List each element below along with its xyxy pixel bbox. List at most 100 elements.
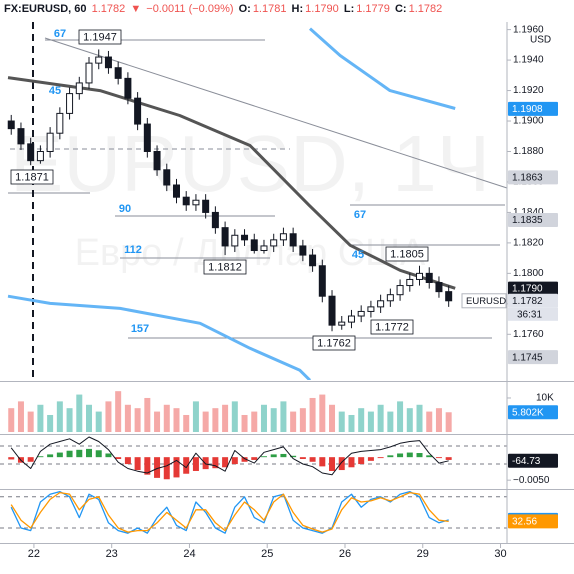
panel	[8, 391, 452, 432]
candle-body	[231, 234, 239, 247]
y-tick-label: 1.1920	[513, 85, 544, 96]
price-tag-bg	[508, 101, 558, 116]
volume-bar	[319, 394, 326, 432]
fib-label: 90	[119, 203, 131, 215]
candle-body	[36, 150, 44, 162]
volume-bar	[426, 411, 433, 432]
x-tick-label: 30	[494, 548, 506, 560]
fib-label: 67	[354, 209, 366, 221]
histogram-bar	[280, 453, 287, 458]
candle-body	[134, 97, 142, 125]
candle-body	[56, 112, 64, 134]
volume-bar	[56, 401, 63, 432]
x-tick-label: 23	[106, 548, 118, 560]
candle-body	[250, 239, 258, 252]
candle-body	[396, 285, 404, 296]
histogram-bar	[299, 457, 306, 460]
candle-body	[163, 169, 171, 186]
candle-body	[7, 120, 15, 130]
candle-body	[27, 143, 35, 162]
candle-body	[318, 265, 326, 297]
price-label-box	[370, 319, 414, 335]
volume-bar	[144, 397, 151, 432]
histogram-bar	[241, 457, 248, 462]
y-tick-label: 1.1880	[513, 146, 544, 157]
candle-body	[338, 321, 346, 326]
volume-bar	[173, 408, 180, 432]
histogram-bar	[183, 457, 190, 474]
oscillator-tag-bg	[508, 453, 558, 468]
trend-line	[44, 37, 508, 189]
countdown-bg	[508, 307, 558, 321]
candle-body	[202, 199, 210, 213]
volume-bar	[406, 408, 413, 432]
candle-body	[66, 93, 74, 114]
histogram-bar	[86, 448, 93, 458]
candle-body	[406, 278, 414, 287]
histogram-bar	[47, 454, 54, 458]
axis-unit: USD	[530, 35, 551, 46]
candle-body	[357, 310, 365, 317]
candle-body	[445, 291, 453, 302]
volume-bar	[17, 401, 24, 432]
histogram-bar	[173, 457, 180, 478]
volume-bar	[115, 391, 122, 432]
volume-bar	[202, 411, 209, 432]
x-tick-label: 29	[417, 548, 429, 560]
histogram-bar	[27, 457, 34, 462]
candle-body	[425, 272, 433, 284]
volume-bar	[105, 401, 112, 432]
fib-label: 45	[49, 85, 61, 97]
volume-bar	[76, 394, 83, 432]
close-value: 1.1782	[408, 3, 443, 15]
price-tag: 1.1782	[512, 296, 543, 307]
stochastic-line	[10, 491, 449, 533]
panel-borders	[0, 22, 574, 544]
volume-bar	[290, 411, 297, 432]
histogram-bar	[416, 453, 423, 458]
price-tag: 1.1835	[512, 215, 543, 226]
panel	[0, 490, 507, 534]
volume-bar	[251, 411, 258, 432]
volume-bar	[445, 412, 452, 432]
legend-header: FX:EURUSD, 60 1.1782 ▼ −0.0011 (−0.09%) …	[4, 3, 445, 15]
candle-body	[75, 82, 83, 95]
y-tick-label: 1.1940	[513, 55, 544, 66]
volume-bar	[329, 404, 336, 432]
volume-bar	[435, 408, 442, 432]
volume-bar	[192, 401, 199, 432]
price-label: 1.1772	[375, 321, 409, 333]
plot-layer: 67 45 90 112 157 67 45 1.1947 1.1871 1.1812 1.1805…	[0, 27, 507, 534]
candle-body	[192, 199, 200, 206]
histogram-bar	[367, 457, 374, 461]
fib-label: 112	[124, 244, 142, 256]
histogram-bar	[95, 450, 102, 458]
histogram-bar	[76, 449, 83, 458]
volume-bar	[299, 408, 306, 432]
candle-body	[328, 295, 336, 326]
close-label: C:	[394, 3, 407, 15]
x-tick-label: 24	[183, 548, 195, 560]
symbol-tag: EURUSD	[466, 296, 506, 307]
candle-body	[17, 128, 25, 145]
histogram-bar	[8, 457, 15, 460]
price-tag-bg	[508, 350, 558, 365]
histogram-bar	[319, 457, 326, 467]
volume-bar	[309, 397, 316, 432]
histogram-bar	[163, 457, 170, 480]
volume-bar	[397, 401, 404, 432]
fib-label: 67	[54, 28, 66, 40]
volume-bar	[27, 411, 34, 432]
symbol: FX:EURUSD, 60	[4, 3, 87, 15]
stochastic-tag: 32.56	[512, 517, 537, 528]
volume-bar	[183, 414, 190, 432]
moving-average	[7, 294, 312, 380]
price-label-box	[203, 259, 247, 275]
histogram-bar	[144, 457, 151, 475]
moving-average	[309, 27, 456, 110]
change: −0.0011 (−0.09%)	[146, 3, 234, 15]
histogram-bar	[192, 457, 199, 471]
histogram-bar	[124, 457, 131, 465]
candle-body	[143, 123, 151, 152]
